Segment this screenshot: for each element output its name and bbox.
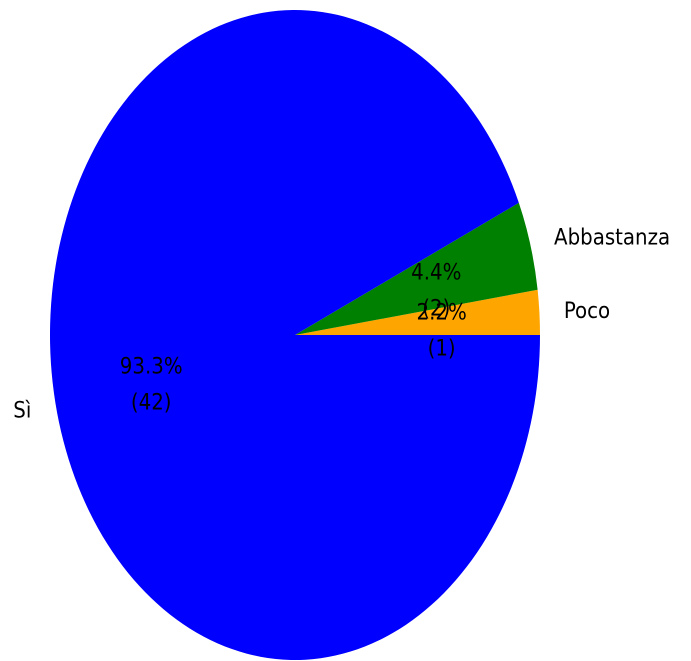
slice-percent-label: 4.4%	[411, 260, 461, 285]
slice-count-label: (1)	[428, 336, 456, 361]
pie-slices	[49, 9, 541, 660]
slice-count-label: (2)	[422, 296, 450, 321]
pie-labels: Poco 2.2% (1) Abbastanza 4.4% (2) Sì 93.3% (42)	[13, 225, 670, 423]
slice-count-label: (42)	[131, 391, 172, 416]
slice-label: Poco	[564, 299, 610, 324]
slice-label: Abbastanza	[554, 225, 670, 250]
pie-slice-1	[295, 289, 540, 335]
pie-slice-2	[295, 202, 538, 335]
slice-label: Sì	[13, 398, 31, 423]
pie-slice-3	[49, 9, 541, 660]
slice-percent-label: 2.2%	[417, 300, 467, 325]
slice-percent-label: 93.3%	[120, 355, 183, 380]
